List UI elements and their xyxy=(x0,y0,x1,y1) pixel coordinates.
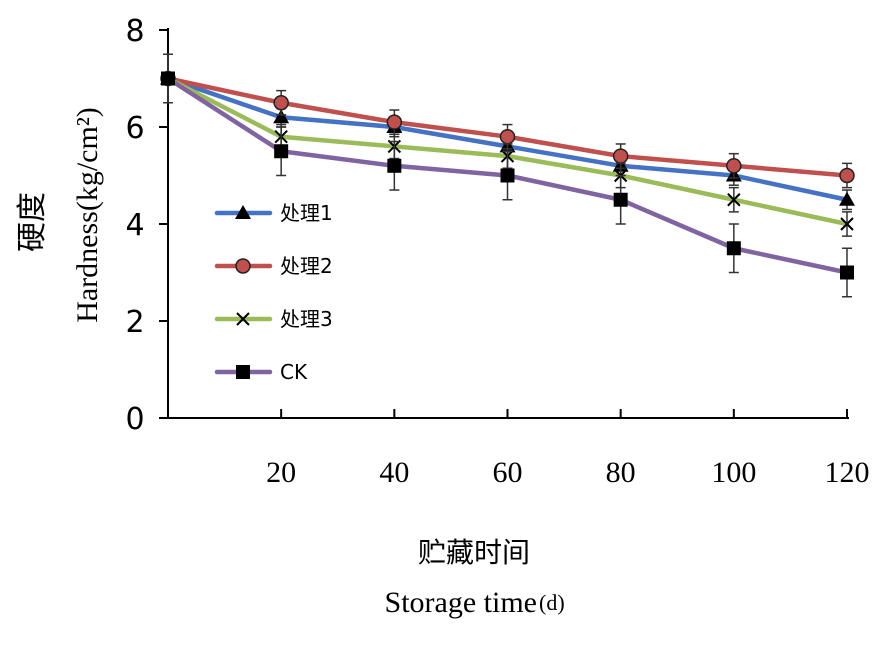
legend-label: 处理3 xyxy=(280,307,333,331)
y-tick-label: 8 xyxy=(125,14,144,49)
marker-x-stroke xyxy=(727,193,741,207)
y-tick-label: 4 xyxy=(125,208,144,243)
data-point xyxy=(273,95,289,111)
data-point xyxy=(612,148,629,164)
legend-label: 处理1 xyxy=(280,201,333,225)
legend-label: 处理2 xyxy=(280,254,333,278)
marker-x-stroke xyxy=(840,217,854,231)
legend-marker xyxy=(236,312,250,326)
legend-marker xyxy=(235,205,251,219)
data-point xyxy=(840,217,854,231)
x-tick-label: 20 xyxy=(266,456,296,489)
x-axis-unit: (d) xyxy=(539,590,565,615)
data-point xyxy=(726,241,741,256)
x-axis-title-cn: 贮藏时间 xyxy=(418,537,530,569)
data-point xyxy=(613,192,628,207)
x-tick-label: 40 xyxy=(379,456,409,489)
legend-item: 处理3 xyxy=(214,307,333,331)
y-axis-ticks: 0 2 4 6 8 xyxy=(125,14,168,437)
data-point xyxy=(840,265,854,280)
x-axis-title-en: Storage time xyxy=(385,586,537,619)
x-tick-label: 80 xyxy=(606,456,636,489)
x-tick-label: 120 xyxy=(825,456,870,489)
series-layer xyxy=(160,53,855,298)
marker-x-stroke xyxy=(236,312,250,326)
legend: 处理1 处理2 处理3 CK xyxy=(214,201,333,384)
legend-item: 处理2 xyxy=(214,254,333,278)
data-point xyxy=(273,109,290,124)
y-axis-title-cn: 硬度 xyxy=(16,192,49,252)
legend-label: CK xyxy=(280,360,308,384)
legend-item: CK xyxy=(214,360,308,384)
data-point xyxy=(727,193,741,207)
y-tick-label: 6 xyxy=(125,111,144,146)
data-point xyxy=(274,144,289,159)
data-point xyxy=(839,191,855,206)
y-tick-label: 2 xyxy=(125,305,144,340)
data-point xyxy=(387,158,402,173)
x-tick-label: 60 xyxy=(493,456,523,489)
data-point xyxy=(500,168,515,183)
data-point xyxy=(726,158,742,174)
data-point xyxy=(161,71,175,86)
legend-marker xyxy=(235,258,251,274)
x-tick-label: 100 xyxy=(711,456,756,489)
y-axis-title-en: Hardness(kg/cm²) xyxy=(71,107,104,323)
legend-item: 处理1 xyxy=(214,201,333,225)
series-4 xyxy=(161,53,854,298)
data-point xyxy=(386,114,403,130)
data-point xyxy=(839,167,855,184)
y-tick-label: 0 xyxy=(125,402,144,437)
series-3 xyxy=(161,53,854,237)
x-axis-ticks: 20 40 60 80 100 120 xyxy=(266,409,870,489)
chart-axes xyxy=(167,28,849,419)
legend-marker xyxy=(236,365,250,379)
data-point xyxy=(499,128,516,145)
